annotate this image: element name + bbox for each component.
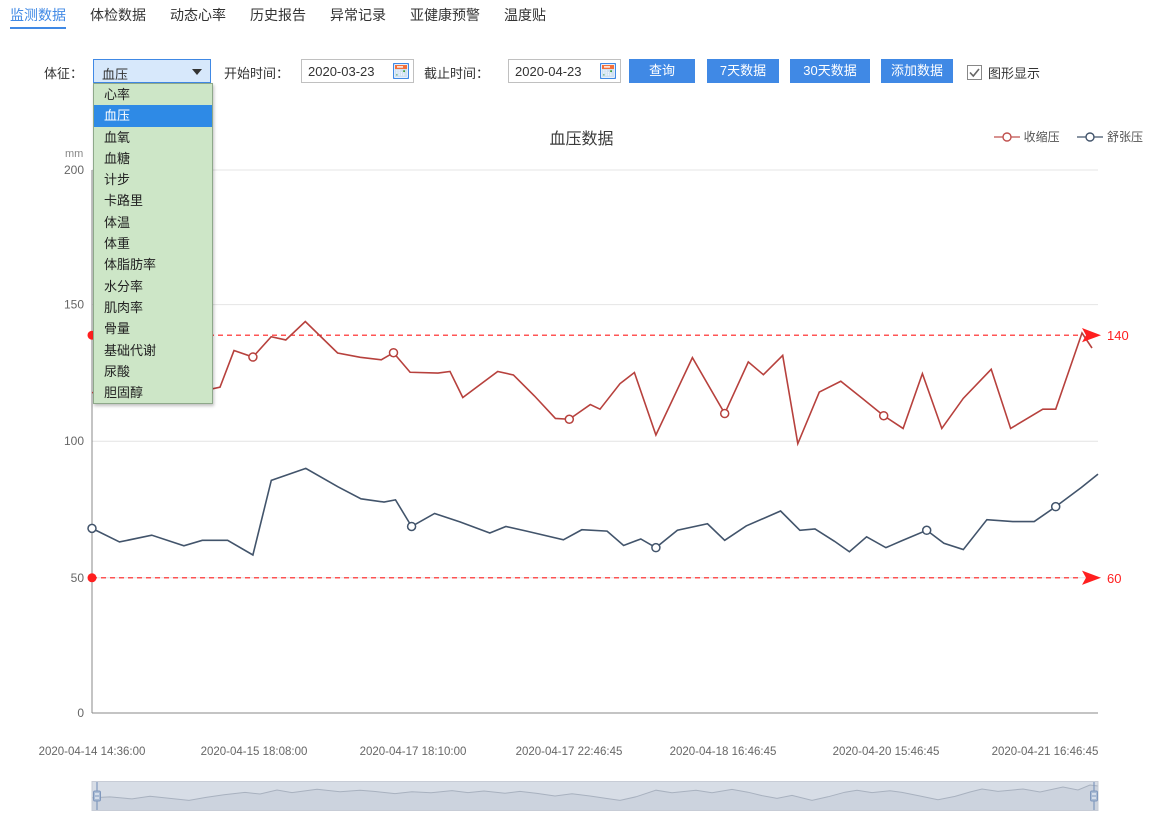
svg-text:50: 50 [71, 571, 85, 585]
svg-text:2020-04-18 16:46:45: 2020-04-18 16:46:45 [670, 746, 777, 758]
svg-text:60: 60 [1107, 571, 1121, 586]
svg-text:140: 140 [1107, 328, 1129, 343]
svg-text:200: 200 [64, 163, 84, 177]
svg-text:150: 150 [64, 298, 84, 312]
svg-text:2020-04-21 16:46:45: 2020-04-21 16:46:45 [992, 746, 1099, 758]
svg-text:0: 0 [77, 706, 84, 720]
svg-text:2020-04-17 18:10:00: 2020-04-17 18:10:00 [360, 746, 467, 758]
svg-text:100: 100 [64, 434, 84, 448]
svg-text:mm: mm [65, 148, 83, 160]
svg-text:2020-04-20 15:46:45: 2020-04-20 15:46:45 [833, 746, 940, 758]
svg-text:2020-04-15 18:08:00: 2020-04-15 18:08:00 [201, 746, 308, 758]
svg-text:2020-04-17 22:46:45: 2020-04-17 22:46:45 [516, 746, 623, 758]
svg-text:2020-04-14 14:36:00: 2020-04-14 14:36:00 [39, 746, 146, 758]
